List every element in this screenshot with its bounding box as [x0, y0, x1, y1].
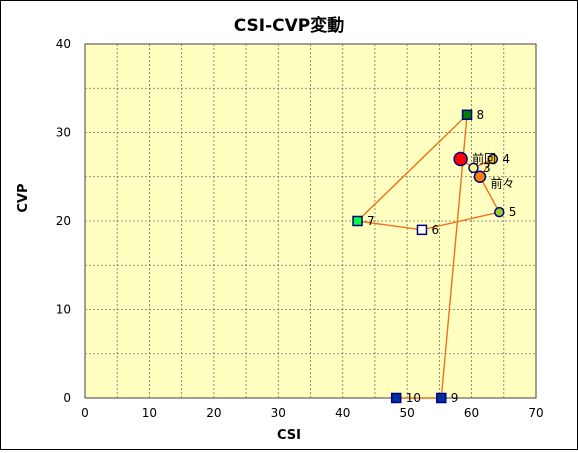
- series-line: [356, 112, 501, 399]
- data-point: [494, 206, 505, 218]
- data-label: 9: [451, 391, 459, 405]
- x-tick-label: 40: [335, 406, 350, 420]
- data-label: 6: [431, 223, 439, 237]
- data-label: 7: [367, 214, 375, 228]
- x-tick-label: 10: [142, 406, 157, 420]
- data-label: 5: [509, 205, 517, 219]
- data-label: 8: [477, 108, 485, 122]
- x-tick-label: 70: [528, 406, 543, 420]
- x-tick-labels: 0 10 20 30 40 50 60 70: [81, 406, 543, 420]
- grid-lines: [85, 44, 536, 398]
- data-label: 前回: [472, 151, 496, 166]
- x-tick-label: 60: [464, 406, 479, 420]
- data-point: [487, 153, 499, 165]
- x-tick-label: 30: [271, 406, 286, 420]
- x-tick-label: 20: [206, 406, 221, 420]
- data-points: [352, 109, 505, 404]
- chart-title: CSI-CVP変動: [234, 15, 345, 36]
- data-label: 4: [502, 152, 510, 166]
- data-point: [461, 109, 473, 121]
- y-tick-label: 40: [56, 37, 71, 51]
- y-axis-label: CVP: [16, 183, 31, 212]
- data-point: [390, 392, 402, 404]
- data-point: [416, 224, 428, 236]
- y-tick-label: 20: [56, 214, 71, 228]
- data-label: 10: [406, 391, 421, 405]
- data-point: [453, 151, 468, 167]
- x-tick-label: 50: [400, 406, 415, 420]
- data-point: [473, 170, 487, 183]
- y-tick-labels: 0 10 20 30 40: [56, 37, 71, 405]
- x-axis-label: CSI: [277, 428, 301, 443]
- data-point: [436, 392, 447, 404]
- data-point: [352, 215, 363, 227]
- data-label: 前々: [490, 175, 514, 190]
- y-tick-label: 10: [56, 303, 71, 317]
- data-point: [468, 162, 479, 174]
- y-tick-label: 0: [63, 391, 71, 405]
- x-tick-label: 0: [81, 406, 89, 420]
- y-tick-label: 30: [56, 126, 71, 140]
- data-label: 3: [483, 161, 491, 175]
